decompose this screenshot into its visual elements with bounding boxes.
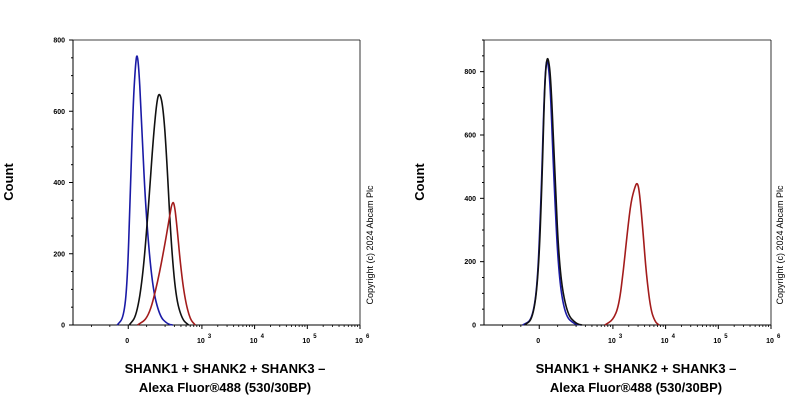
x-tick-label: 10 — [250, 338, 258, 345]
x-tick-label: 10 — [661, 338, 669, 345]
x-tick-exponent: 3 — [208, 334, 212, 340]
x-tick-label: 10 — [302, 338, 310, 345]
x-tick-label: 10 — [608, 338, 616, 345]
copyright-text: Copyright (c) 2024 Abcam Plc — [775, 185, 785, 305]
histogram-series-3 — [137, 201, 196, 326]
y-tick-label: 800 — [53, 38, 65, 45]
y-tick-label: 600 — [464, 133, 476, 140]
y-axis-title: Count — [412, 163, 427, 201]
y-tick-label: 400 — [464, 196, 476, 203]
y-tick-label: 400 — [53, 180, 65, 187]
x-tick-exponent: 4 — [261, 334, 265, 340]
histogram-series-2 — [524, 57, 583, 326]
x-axis-title-line2: Alexa Fluor®488 (530/30BP) — [139, 380, 311, 395]
x-tick-label: 10 — [197, 338, 205, 345]
x-tick-label: 0 — [125, 338, 129, 345]
x-axis-title-line2: Alexa Fluor®488 (530/30BP) — [550, 380, 722, 395]
histogram-series-2 — [128, 93, 190, 326]
y-tick-label: 600 — [53, 109, 65, 116]
y-tick-label: 200 — [464, 259, 476, 266]
x-tick-exponent: 6 — [777, 334, 781, 340]
x-axis-title-line1: SHANK1 + SHANK2 + SHANK3 – — [536, 361, 737, 376]
x-tick-exponent: 3 — [619, 334, 623, 340]
x-tick-label: 10 — [766, 338, 774, 345]
x-tick-exponent: 5 — [724, 334, 728, 340]
x-tick-label: 10 — [713, 338, 721, 345]
y-axis-title: Count — [1, 163, 16, 201]
x-tick-exponent: 5 — [313, 334, 317, 340]
x-tick-exponent: 4 — [672, 334, 676, 340]
y-tick-label: 200 — [53, 251, 65, 258]
x-axis-title-line1: SHANK1 + SHANK2 + SHANK3 – — [125, 361, 326, 376]
copyright-text: Copyright (c) 2024 Abcam Plc — [365, 185, 375, 305]
x-tick-exponent: 6 — [366, 334, 370, 340]
histogram-series-3 — [604, 182, 660, 326]
histogram-series-1 — [116, 55, 173, 326]
x-tick-label: 0 — [536, 338, 540, 345]
x-tick-label: 10 — [355, 338, 363, 345]
y-tick-label: 800 — [464, 69, 476, 76]
y-tick-label: 0 — [472, 323, 476, 330]
y-tick-label: 0 — [61, 323, 65, 330]
